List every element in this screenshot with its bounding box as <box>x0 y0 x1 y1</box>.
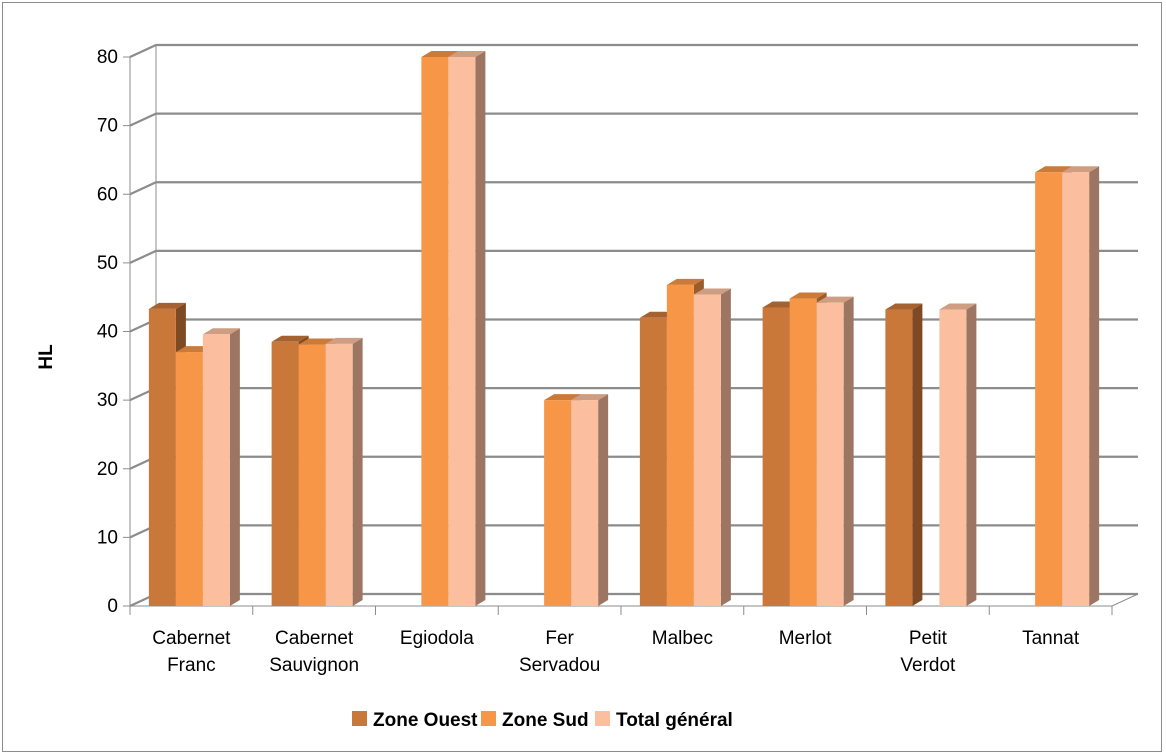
bar <box>885 303 923 606</box>
bar-top <box>202 328 240 335</box>
legend-label: Zone Sud <box>502 710 589 731</box>
bar-front <box>693 294 721 606</box>
x-tick-label: Malbec <box>652 628 713 649</box>
bar-top <box>325 337 363 344</box>
bar-front <box>448 57 476 606</box>
bar-top <box>298 338 336 345</box>
bar-top <box>1062 166 1100 173</box>
bar-front <box>148 308 176 606</box>
bar-front <box>762 307 790 606</box>
bar <box>939 303 977 606</box>
y-tick-label: 20 <box>97 459 118 480</box>
x-tick-label: Fer <box>545 628 574 649</box>
legend-swatch <box>595 711 610 726</box>
x-tick-label: Sauvignon <box>269 655 359 676</box>
y-tick-label: 40 <box>97 322 118 343</box>
gridline <box>129 43 1138 58</box>
x-tick-label: Petit <box>909 628 948 649</box>
bar-front <box>421 57 449 606</box>
bar-front <box>175 352 203 606</box>
x-tick-label: Cabernet <box>275 628 354 649</box>
bar-front <box>1035 172 1063 607</box>
bar <box>571 394 609 606</box>
bar-front <box>544 400 572 606</box>
bars-layer <box>148 51 1100 607</box>
bar-front <box>666 284 694 606</box>
x-tick-label: Verdot <box>900 655 956 676</box>
y-tick-label: 30 <box>97 390 118 411</box>
bar-front <box>271 341 299 606</box>
bar <box>1062 166 1100 607</box>
bar-front <box>885 309 913 606</box>
gridline <box>129 318 1138 333</box>
bar-front <box>789 298 817 606</box>
y-tick-label: 10 <box>97 527 118 548</box>
label-layer: 0 10 20 30 40 50 60 70 80 Cabernet Franc Cabernet Sa… <box>97 47 1080 676</box>
bar-top <box>1035 166 1073 173</box>
bar-side <box>598 394 609 606</box>
bar-side <box>966 303 977 606</box>
y-tick-label: 80 <box>97 47 118 68</box>
bar <box>202 328 240 606</box>
bar <box>325 337 363 606</box>
bar-front <box>816 302 844 606</box>
legend-swatch <box>481 711 496 726</box>
bar-top <box>666 278 704 285</box>
x-tick-label: Servadou <box>519 655 600 676</box>
x-tick-label: Cabernet <box>152 628 231 649</box>
legend-label: Zone Ouest <box>373 710 478 731</box>
bar-front <box>639 317 667 606</box>
y-tick-label: 0 <box>107 596 118 617</box>
bar-top <box>816 296 854 303</box>
bar <box>816 296 854 606</box>
x-tick-label: Egiodola <box>400 628 474 649</box>
bar-top <box>693 288 731 295</box>
bar-side <box>912 303 923 606</box>
bar-top <box>939 303 977 310</box>
bar-top <box>571 394 609 401</box>
legend-item: Total général <box>595 710 733 731</box>
bar-top <box>271 335 309 342</box>
y-axis-label: HL <box>36 344 57 370</box>
bar-side <box>720 288 731 606</box>
bar-front <box>571 400 599 606</box>
bar-side <box>229 328 240 606</box>
legend-swatch <box>352 711 367 726</box>
bar <box>448 51 486 606</box>
bar-side <box>1089 166 1100 607</box>
bar <box>693 288 731 606</box>
gridline <box>129 249 1138 264</box>
bar-top <box>421 51 459 57</box>
y-tick-label: 50 <box>97 253 118 274</box>
bar-front <box>939 309 967 606</box>
bar-top <box>885 303 923 310</box>
legend: Zone Ouest Zone Sud Total général <box>352 710 733 731</box>
bar-top <box>544 394 582 401</box>
legend-item: Zone Sud <box>481 710 589 731</box>
gridline <box>129 112 1138 127</box>
bar-top <box>448 51 486 57</box>
x-tick-label: Tannat <box>1022 628 1080 649</box>
bar-front <box>1062 172 1090 607</box>
y-tick-label: 60 <box>97 184 118 205</box>
bar-top <box>789 292 827 299</box>
y-tick-label: 70 <box>97 116 118 137</box>
legend-label: Total général <box>616 710 733 731</box>
legend-item: Zone Ouest <box>352 710 478 731</box>
bar-front <box>202 334 230 606</box>
bar-front <box>298 344 326 606</box>
gridline <box>129 181 1138 196</box>
bar-side <box>475 51 486 606</box>
x-tick-label: Franc <box>167 655 216 676</box>
bar-side <box>352 337 363 606</box>
x-tick-label: Merlot <box>779 628 833 649</box>
bar-front <box>325 343 353 606</box>
bar-side <box>843 296 854 606</box>
bar-top <box>148 302 186 309</box>
